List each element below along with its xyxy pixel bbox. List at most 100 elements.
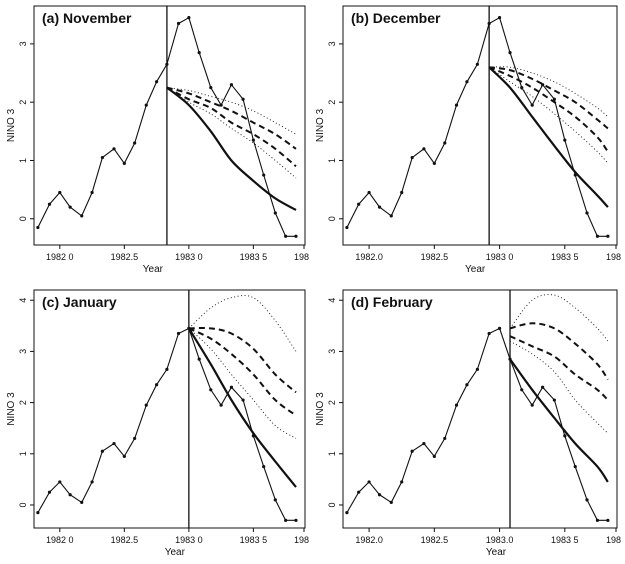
observed-point [520, 86, 524, 90]
observed-point [400, 480, 404, 484]
observed-point [432, 454, 436, 458]
observed-point [144, 403, 148, 407]
y-tick-label: 2 [327, 400, 337, 405]
observed-point [144, 103, 148, 107]
observed-point [400, 190, 404, 195]
observed-point [345, 225, 349, 230]
observed-point [47, 490, 52, 494]
y-tick-label: 4 [18, 298, 28, 303]
x-tick-label: 1982.5 [421, 252, 449, 262]
plot-area [345, 16, 610, 238]
observed-point [454, 403, 459, 407]
y-tick-label: 0 [18, 502, 28, 507]
x-tick-label: 1983 0 [175, 252, 203, 262]
panel-b: (b) December 0 1 2 3 1982.0 1982.5 1983 0 1983 5… [315, 5, 621, 275]
observed-point [563, 138, 567, 142]
plot-frame [33, 289, 306, 529]
forecast-median-line [166, 86, 297, 211]
observed-point [497, 16, 502, 20]
observed-point [241, 398, 245, 402]
observed-point [541, 83, 545, 87]
observed-point [454, 103, 459, 107]
observed-point [251, 138, 255, 142]
observed-point [541, 385, 545, 389]
forecast-interval-lower-line [488, 66, 609, 164]
observed-point [90, 190, 94, 195]
observed-point [58, 190, 62, 195]
observed-point [294, 234, 298, 238]
observed-series-line [37, 327, 296, 521]
observed-point [47, 202, 52, 206]
observed-point [357, 490, 361, 494]
observed-point [367, 480, 371, 484]
observed-point [475, 62, 479, 66]
forecast-quantile-lower-line [488, 66, 609, 153]
y-tick-label: 3 [18, 349, 28, 354]
plot-frame [342, 289, 618, 529]
y-tick-label: 2 [18, 400, 28, 405]
panel-title: (c) January [42, 294, 117, 310]
observed-point [165, 367, 169, 371]
observed-point [154, 80, 159, 84]
observed-point [585, 211, 589, 215]
forecast-interval-lower-line [188, 328, 297, 439]
y-axis-label: NINO 3 [6, 392, 17, 426]
observed-point [563, 434, 567, 438]
observed-point [367, 190, 371, 195]
observed-point [219, 103, 223, 107]
observed-point [573, 173, 577, 177]
observed-point [80, 500, 84, 505]
panel-a: (a) November 0 1 2 3 1982 0 1982.5 1983 0 1983 5… [6, 5, 309, 275]
observed-point [68, 493, 72, 497]
observed-point [36, 511, 40, 515]
x-tick-label: 198 [294, 535, 309, 545]
observed-point [422, 147, 426, 151]
x-axis-label: Year [143, 264, 164, 275]
y-axis-label: NINO 3 [315, 108, 326, 142]
observed-point [112, 147, 116, 151]
y-tick-label: 0 [327, 502, 337, 507]
observed-point [294, 518, 298, 522]
observed-point [520, 388, 524, 392]
plot-area [36, 16, 298, 238]
observed-point [284, 518, 288, 522]
panel-title: (d) February [351, 294, 433, 310]
observed-point [389, 500, 393, 505]
y-tick-label: 3 [327, 41, 337, 46]
x-tick-label: 1982.5 [111, 252, 139, 262]
x-axis-label: Year [465, 264, 486, 275]
y-axis-label: NINO 3 [315, 392, 326, 426]
y-axis-label: NINO 3 [6, 108, 17, 142]
forecast-quantile-lower-line [188, 327, 297, 417]
observed-point [229, 385, 234, 389]
observed-point [377, 205, 382, 209]
observed-point [154, 383, 159, 387]
y-tick-label: 1 [18, 158, 28, 163]
forecast-median-line [509, 358, 609, 483]
observed-point [465, 383, 469, 387]
observed-point [122, 454, 126, 458]
forecast-interval-upper-line [166, 87, 297, 135]
observed-point [100, 155, 104, 160]
observed-point [508, 51, 512, 55]
observed-point [273, 498, 277, 502]
observed-point [497, 326, 502, 330]
y-tick-label: 0 [18, 216, 28, 221]
observed-point [475, 367, 479, 371]
y-tick-label: 1 [18, 451, 28, 456]
observed-point [595, 518, 600, 522]
x-tick-label: 1983 5 [240, 535, 268, 545]
y-tick-label: 2 [18, 100, 28, 105]
observed-point [187, 16, 191, 20]
observed-point [133, 141, 137, 145]
x-tick-label: 1982.5 [111, 535, 139, 545]
forecast-interval-upper-line [509, 294, 609, 342]
observed-point [100, 449, 104, 453]
panel-title: (b) December [351, 10, 441, 26]
observed-point [112, 441, 116, 446]
observed-point [487, 21, 491, 26]
panel-c: (c) January 0 1 2 3 4 1982 0 1982.5 1983 0 1983 5… [6, 289, 309, 558]
observed-point [122, 161, 126, 165]
observed-point [410, 449, 414, 453]
x-tick-label: 198 [294, 252, 309, 262]
